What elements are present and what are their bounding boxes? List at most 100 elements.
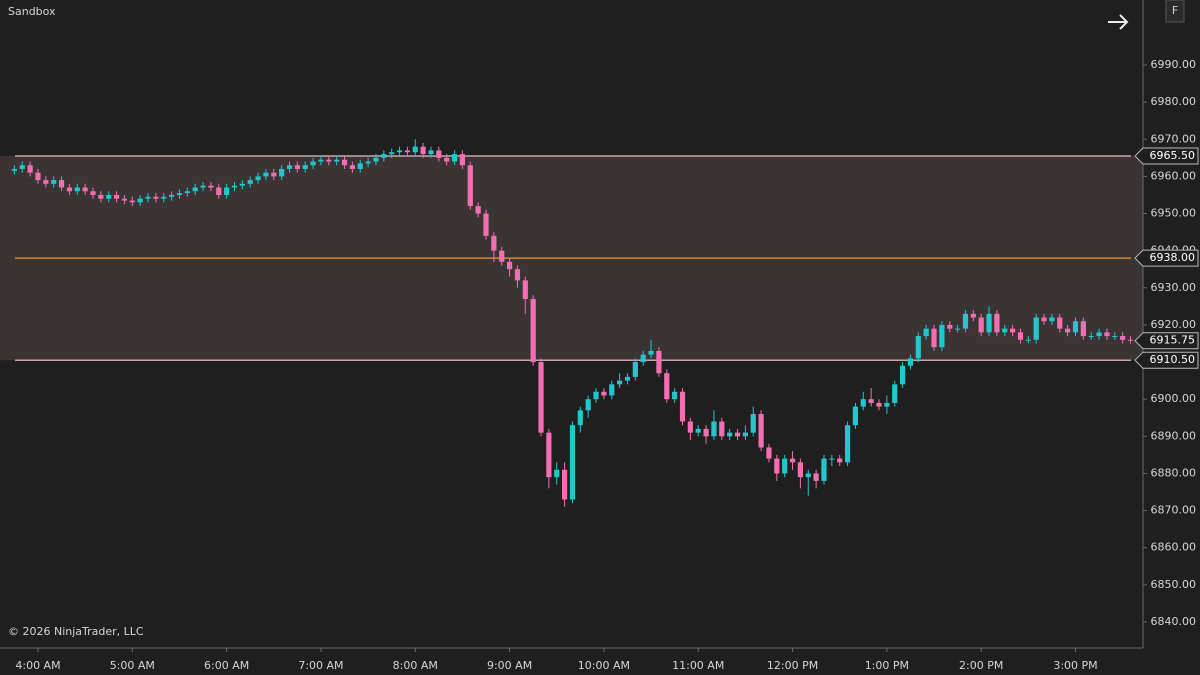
candle-body [475, 206, 481, 214]
candle-body [334, 159, 340, 162]
x-tick-label: 3:00 PM [1053, 659, 1097, 672]
candle-body [962, 313, 969, 329]
arrow-icon[interactable] [1108, 14, 1129, 30]
y-tick-label: 6840.00 [1151, 615, 1197, 628]
candle-body [310, 161, 316, 166]
candle-body [499, 250, 505, 262]
tab-label[interactable]: F [1172, 4, 1178, 17]
candle-body [530, 298, 536, 363]
candle-body [66, 187, 73, 192]
candle-body [51, 180, 57, 184]
y-tick-label: 6950.00 [1151, 207, 1197, 220]
candle-body [656, 350, 662, 374]
x-tick-label: 9:00 AM [487, 659, 532, 672]
candle-body [742, 432, 748, 437]
candle-body [483, 213, 489, 236]
candle-body [789, 458, 796, 463]
candle-body [829, 458, 835, 460]
candle-body [931, 328, 937, 348]
candle-body [263, 172, 269, 177]
candle-body [1080, 321, 1086, 337]
candle-body [27, 165, 33, 173]
candle-body [420, 146, 426, 155]
level-label-box [1134, 351, 1199, 369]
candle-body [286, 165, 293, 169]
candle-body [813, 473, 819, 481]
candle-body [774, 458, 780, 474]
x-tick-label: 1:00 PM [865, 659, 909, 672]
x-tick-label: 5:00 AM [110, 659, 155, 672]
candle-body [672, 391, 678, 400]
y-tick-label: 6900.00 [1151, 392, 1197, 405]
tab[interactable] [1165, 0, 1185, 23]
candle-body [247, 180, 253, 184]
candle-body [884, 402, 890, 407]
candle-body [1057, 317, 1063, 329]
candle-body [805, 473, 811, 478]
candle-body [1072, 321, 1079, 333]
candle-body [506, 261, 513, 270]
candle-body [208, 185, 214, 188]
candle-body [1096, 332, 1102, 337]
workspace-label: Sandbox [8, 5, 56, 18]
candle-body [153, 196, 159, 199]
candle-body [192, 187, 198, 192]
candle-body [750, 414, 756, 433]
candle-body [1002, 328, 1008, 333]
y-tick-label: 6850.00 [1151, 578, 1197, 591]
x-tick-label: 12:00 PM [767, 659, 818, 672]
candle-body [522, 280, 528, 299]
candle-body [129, 200, 135, 203]
candle-body [844, 425, 851, 463]
candle-body [1088, 336, 1094, 338]
candle-body [695, 428, 701, 433]
candle-body [609, 384, 615, 396]
y-tick-label: 6870.00 [1151, 504, 1197, 517]
candle-body [279, 168, 285, 177]
candle-body [451, 154, 458, 162]
last-price-label: 6915.75 [1150, 334, 1196, 347]
x-tick-label: 4:00 AM [15, 659, 60, 672]
candle-body [782, 458, 788, 474]
candle-body [907, 358, 914, 366]
candle-body [648, 350, 654, 355]
candle-body [1065, 328, 1071, 333]
level-label: 6910.50 [1150, 353, 1196, 366]
y-tick-label: 6860.00 [1151, 541, 1197, 554]
level-label-box [1134, 147, 1199, 165]
candle-body [365, 161, 371, 164]
candle-body [1025, 339, 1031, 341]
candle-body [1112, 336, 1118, 338]
candle-body [554, 469, 560, 478]
candle-body [546, 432, 552, 478]
candle-body [617, 380, 623, 385]
candle-body [98, 194, 104, 199]
candle-body [294, 165, 300, 169]
y-tick-label: 6990.00 [1151, 58, 1197, 71]
candle-body [994, 313, 1000, 333]
y-tick-label: 6920.00 [1151, 318, 1197, 331]
candle-body [184, 191, 190, 194]
candle-body [428, 150, 434, 155]
candle-body [562, 469, 568, 500]
candle-body [19, 165, 25, 169]
candle-body [939, 324, 945, 348]
candle-body [852, 406, 859, 426]
candle-body [1017, 332, 1024, 340]
candle-body [632, 362, 638, 377]
y-tick-label: 6930.00 [1151, 281, 1197, 294]
candle-body [1127, 339, 1134, 341]
candle-body [892, 384, 898, 403]
candle-body [703, 428, 709, 437]
candle-body [373, 157, 379, 162]
candle-body [899, 365, 906, 385]
candle-body [467, 165, 473, 207]
candle-body [113, 194, 120, 199]
copyright: © 2026 NinjaTrader, LLC [8, 625, 144, 638]
candle-body [569, 425, 576, 500]
candle-body [947, 324, 953, 329]
candle-body [514, 269, 521, 281]
candle-body [349, 165, 355, 169]
candle-body [357, 163, 363, 169]
